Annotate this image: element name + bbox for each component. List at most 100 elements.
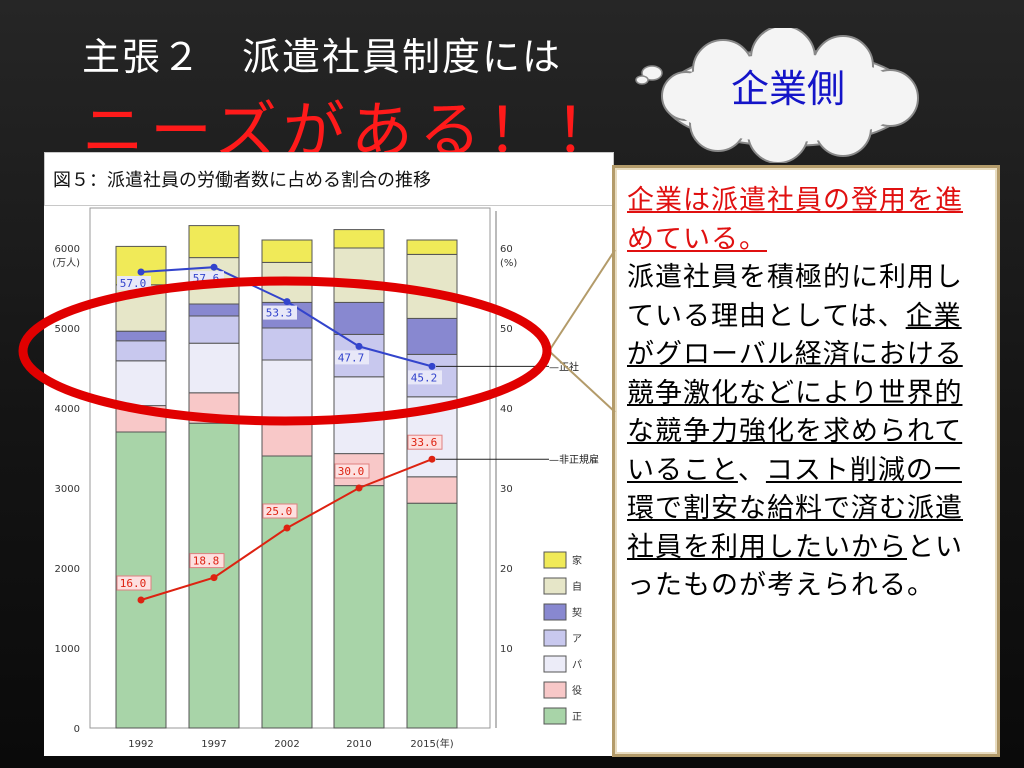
textbox-underlined-2: コスト削減の一環で割安な給料で済む派遣社員を利用したいから — [627, 454, 963, 563]
cloud-shape — [635, 25, 919, 164]
bar-segment — [188, 303, 240, 317]
y-left-unit: (万人) — [52, 257, 80, 269]
y-right-tick-label: 50 — [500, 324, 513, 335]
bar-segment — [333, 229, 385, 249]
y-right-tick-label: 10 — [500, 644, 513, 655]
bar-segment — [188, 392, 240, 424]
bar-segment — [261, 359, 313, 423]
line-point — [137, 268, 145, 276]
data-label: 33.6 — [411, 436, 438, 449]
stacked-bar-chart: 0 1000 2000 3000 4000 5000 6000 (万人) 10 20 30 40 50 6… — [52, 207, 599, 750]
legend-label: 契 — [572, 606, 582, 619]
bar-segment — [115, 284, 167, 332]
legend-label: パ — [572, 659, 582, 671]
y-right-unit: (%) — [500, 258, 517, 269]
y-right-tick-label: 30 — [500, 484, 513, 495]
line-point — [355, 484, 363, 492]
textbox-underlined-1: 企業がグローバル経済における競争激化などにより世界的な競争力強化を求められている… — [627, 300, 963, 486]
cloud-label: 企業側 — [730, 67, 845, 111]
legend-label: 役 — [572, 684, 582, 697]
x-tick-label: 1997 — [201, 739, 226, 750]
x-tick-label: 1992 — [128, 739, 153, 750]
bar-segment — [261, 455, 313, 729]
legend-label: 自 — [572, 580, 582, 593]
line-series-label: —非正規雇 — [549, 453, 599, 466]
bar-segment — [261, 327, 313, 361]
callout-textbox: 企業は派遣社員の登用を進めている。 派遣社員を積極的に利用している理由としては、… — [612, 165, 1000, 757]
bar-segment — [188, 315, 240, 344]
bar-segment — [406, 502, 458, 729]
chart-area: 0 1000 2000 3000 4000 5000 6000 (万人) 10 20 30 40 50 6… — [44, 206, 614, 756]
y-right-tick-label: 20 — [500, 564, 513, 575]
x-tick-label: 2010 — [346, 739, 371, 750]
bar-segment — [333, 485, 385, 729]
legend-swatch — [543, 603, 567, 621]
data-label: 57.6 — [193, 272, 220, 285]
legend-label: 家 — [572, 554, 582, 567]
y-left-tick-label: 4000 — [55, 404, 80, 415]
y-right-tick-label: 40 — [500, 404, 513, 415]
data-label: 25.0 — [266, 505, 293, 518]
y-left-tick-label: 5000 — [55, 324, 80, 335]
data-label: 53.3 — [266, 307, 293, 320]
legend-label: 正 — [572, 712, 582, 723]
data-label: 45.2 — [411, 371, 438, 384]
line-point — [283, 298, 291, 306]
data-label-bg — [189, 553, 225, 569]
legend-swatch — [543, 681, 567, 699]
bar-segment — [115, 405, 167, 433]
textbox-text-1: 派遣社員を積極的に利用している理由としては、 — [627, 262, 963, 332]
data-label: 47.7 — [338, 351, 365, 364]
textbox-heading: 企業は派遣社員の登用を進めている。 — [627, 185, 963, 255]
data-label-bg — [334, 463, 370, 479]
x-tick-label: 2002 — [274, 739, 299, 750]
bar-segment — [406, 253, 458, 319]
x-tick-label: 2015(年) — [410, 737, 453, 750]
line-point — [210, 574, 218, 582]
line-series-label: —正社 — [549, 360, 579, 373]
y-left-tick-label: 6000 — [55, 244, 80, 255]
data-label: 18.8 — [193, 555, 220, 568]
bar-segment — [406, 476, 458, 504]
bar-segment — [406, 317, 458, 355]
legend-label: ア — [572, 634, 582, 645]
data-label: 30.0 — [338, 465, 365, 478]
data-label: 57.0 — [120, 277, 147, 290]
thought-cloud: 企業側 — [628, 25, 948, 164]
bar-segment — [261, 261, 313, 303]
bar-segment — [188, 225, 240, 259]
bar-segment — [115, 330, 167, 342]
bar-segment — [115, 340, 167, 362]
line-point — [428, 455, 436, 463]
slide-title-line1: 主張２ 派遣社員制度には — [82, 35, 563, 79]
data-label-bg — [407, 434, 443, 450]
legend-swatch — [543, 577, 567, 595]
line-point — [210, 263, 218, 271]
y-left-tick-label: 3000 — [55, 484, 80, 495]
bar-segment — [261, 239, 313, 263]
textbox-text-3: といったものが考えられる。 — [627, 531, 963, 602]
bar-segment — [406, 239, 458, 255]
data-label-bg — [116, 575, 152, 591]
bar-segment — [115, 360, 167, 407]
bar-segment — [188, 342, 240, 394]
legend-swatch — [543, 629, 567, 647]
data-label: 16.0 — [120, 577, 147, 590]
y-left-tick-label: 0 — [74, 724, 80, 735]
legend-swatch — [543, 655, 567, 673]
data-label-bg — [262, 503, 298, 519]
legend-swatch — [543, 707, 567, 725]
bar-segment — [333, 301, 385, 335]
bar-segment — [333, 376, 385, 455]
line-point — [428, 362, 436, 370]
textbox-text-2: 、 — [737, 454, 766, 486]
bar-segment — [261, 421, 313, 457]
figure-caption: 図５：派遣社員の労働者数に占める割合の推移 — [44, 152, 614, 206]
line-point — [137, 596, 145, 604]
line-point — [355, 342, 363, 350]
line-point — [283, 524, 291, 532]
y-left-tick-label: 1000 — [55, 644, 80, 655]
legend-swatch — [543, 551, 567, 569]
bar-segment — [333, 247, 385, 303]
y-left-tick-label: 2000 — [55, 564, 80, 575]
